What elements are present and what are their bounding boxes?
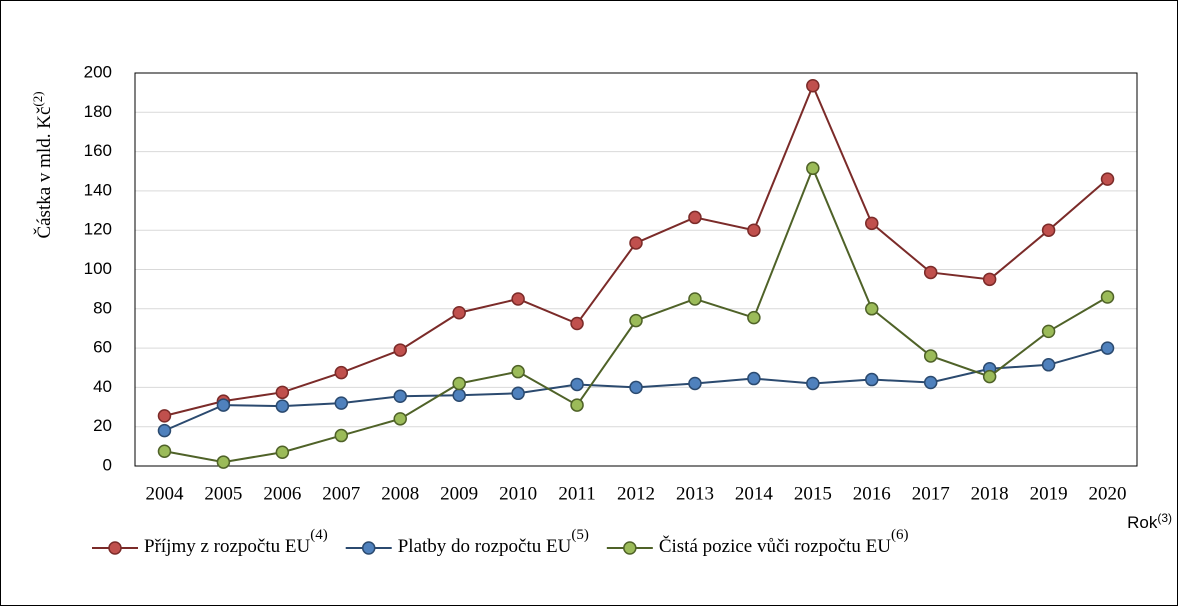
- x-tick-label: 2004: [145, 483, 184, 504]
- data-point: [688, 376, 702, 391]
- data-point: [511, 386, 525, 401]
- data-point: [334, 365, 349, 380]
- data-point: [982, 272, 997, 287]
- x-tick-label: 2006: [263, 483, 301, 504]
- y-tick-label: 40: [93, 377, 112, 396]
- data-point: [688, 292, 702, 306]
- y-tick-label: 160: [84, 141, 112, 160]
- x-tick-label: 2020: [1089, 483, 1127, 504]
- data-point: [1041, 223, 1056, 237]
- legend-label: Čistá pozice vůči rozpočtu EU(6): [659, 527, 909, 557]
- data-point: [865, 372, 879, 387]
- legend-marker: [623, 541, 637, 555]
- data-point: [1100, 290, 1115, 304]
- data-point: [747, 310, 761, 325]
- data-point: [747, 371, 761, 386]
- x-tick-label: 2014: [735, 483, 774, 504]
- legend-label: Příjmy z rozpočtu EU(4): [144, 527, 328, 557]
- data-point: [452, 388, 466, 403]
- data-point: [629, 313, 643, 328]
- data-point: [923, 375, 938, 390]
- x-tick-label: 2005: [204, 483, 242, 504]
- y-tick-label: 20: [93, 416, 112, 435]
- data-point: [275, 385, 290, 400]
- data-point: [334, 428, 349, 443]
- data-point: [393, 412, 407, 426]
- y-tick-label: 0: [103, 455, 112, 474]
- legend-name: Platby do rozpočtu EU: [398, 536, 572, 557]
- legend-note: (6): [891, 527, 909, 543]
- legend-note: (4): [310, 527, 328, 543]
- data-point: [923, 349, 938, 363]
- data-point: [1100, 172, 1115, 186]
- y-tick-label: 140: [84, 180, 112, 199]
- data-point: [570, 377, 584, 392]
- data-point: [334, 396, 349, 410]
- x-label-text: Rok: [1127, 513, 1158, 532]
- x-tick-label: 2009: [440, 483, 478, 504]
- y-tick-label: 60: [93, 338, 112, 357]
- x-axis-label: Rok(3): [1127, 511, 1172, 532]
- y-tick-label: 120: [84, 220, 112, 239]
- data-point: [157, 444, 172, 459]
- x-tick-label: 2010: [499, 483, 537, 504]
- data-point: [157, 409, 172, 423]
- x-tick-label: 2012: [617, 483, 655, 504]
- data-point: [393, 343, 407, 357]
- x-tick-label: 2011: [558, 483, 595, 504]
- data-point: [1041, 324, 1056, 339]
- y-label-text: Částka v mld. Kč: [33, 107, 55, 239]
- y-tick-label: 180: [84, 102, 112, 121]
- x-tick-label: 2018: [971, 483, 1009, 504]
- x-tick-label: 2015: [794, 483, 832, 504]
- x-tick-label: 2019: [1030, 483, 1068, 504]
- y-tick-label: 200: [84, 62, 112, 81]
- y-tick-label: 80: [93, 298, 112, 317]
- data-point: [275, 445, 290, 459]
- data-point: [216, 455, 231, 469]
- data-point: [275, 399, 290, 413]
- data-point: [806, 79, 820, 93]
- data-point: [570, 316, 584, 331]
- data-point: [688, 210, 702, 225]
- data-point: [806, 376, 820, 391]
- data-point: [865, 302, 879, 316]
- y-label-note: (2): [30, 91, 45, 106]
- data-point: [629, 380, 643, 395]
- x-tick-label: 2013: [676, 483, 714, 504]
- x-tick-label: 2007: [322, 483, 360, 504]
- data-point: [393, 389, 407, 403]
- legend-name: Příjmy z rozpočtu EU: [144, 536, 310, 557]
- data-point: [923, 265, 938, 280]
- x-tick-label: 2017: [912, 483, 950, 504]
- data-point: [157, 423, 172, 438]
- legend-label: Platby do rozpočtu EU(5): [398, 527, 589, 557]
- data-point: [452, 305, 466, 320]
- plot-area: [134, 72, 1138, 467]
- data-point: [570, 398, 584, 412]
- data-point: [806, 161, 820, 176]
- legend-marker: [361, 541, 376, 555]
- y-tick-label: 100: [84, 259, 112, 278]
- data-point: [216, 398, 231, 412]
- data-point: [629, 236, 643, 250]
- data-point: [982, 369, 997, 384]
- data-point: [865, 216, 879, 231]
- legend-note: (5): [571, 527, 589, 543]
- y-axis-label: Částka v mld. Kč(2): [30, 91, 55, 238]
- data-point: [1100, 341, 1115, 355]
- x-tick-label: 2016: [853, 483, 891, 504]
- data-point: [1041, 358, 1056, 372]
- data-point: [747, 223, 761, 237]
- data-point: [511, 364, 525, 379]
- x-tick-label: 2008: [381, 483, 419, 504]
- legend-name: Čistá pozice vůči rozpočtu EU: [659, 535, 891, 557]
- data-point: [452, 376, 466, 391]
- data-point: [511, 292, 525, 306]
- x-label-note: (3): [1157, 511, 1172, 525]
- legend-marker: [108, 541, 122, 555]
